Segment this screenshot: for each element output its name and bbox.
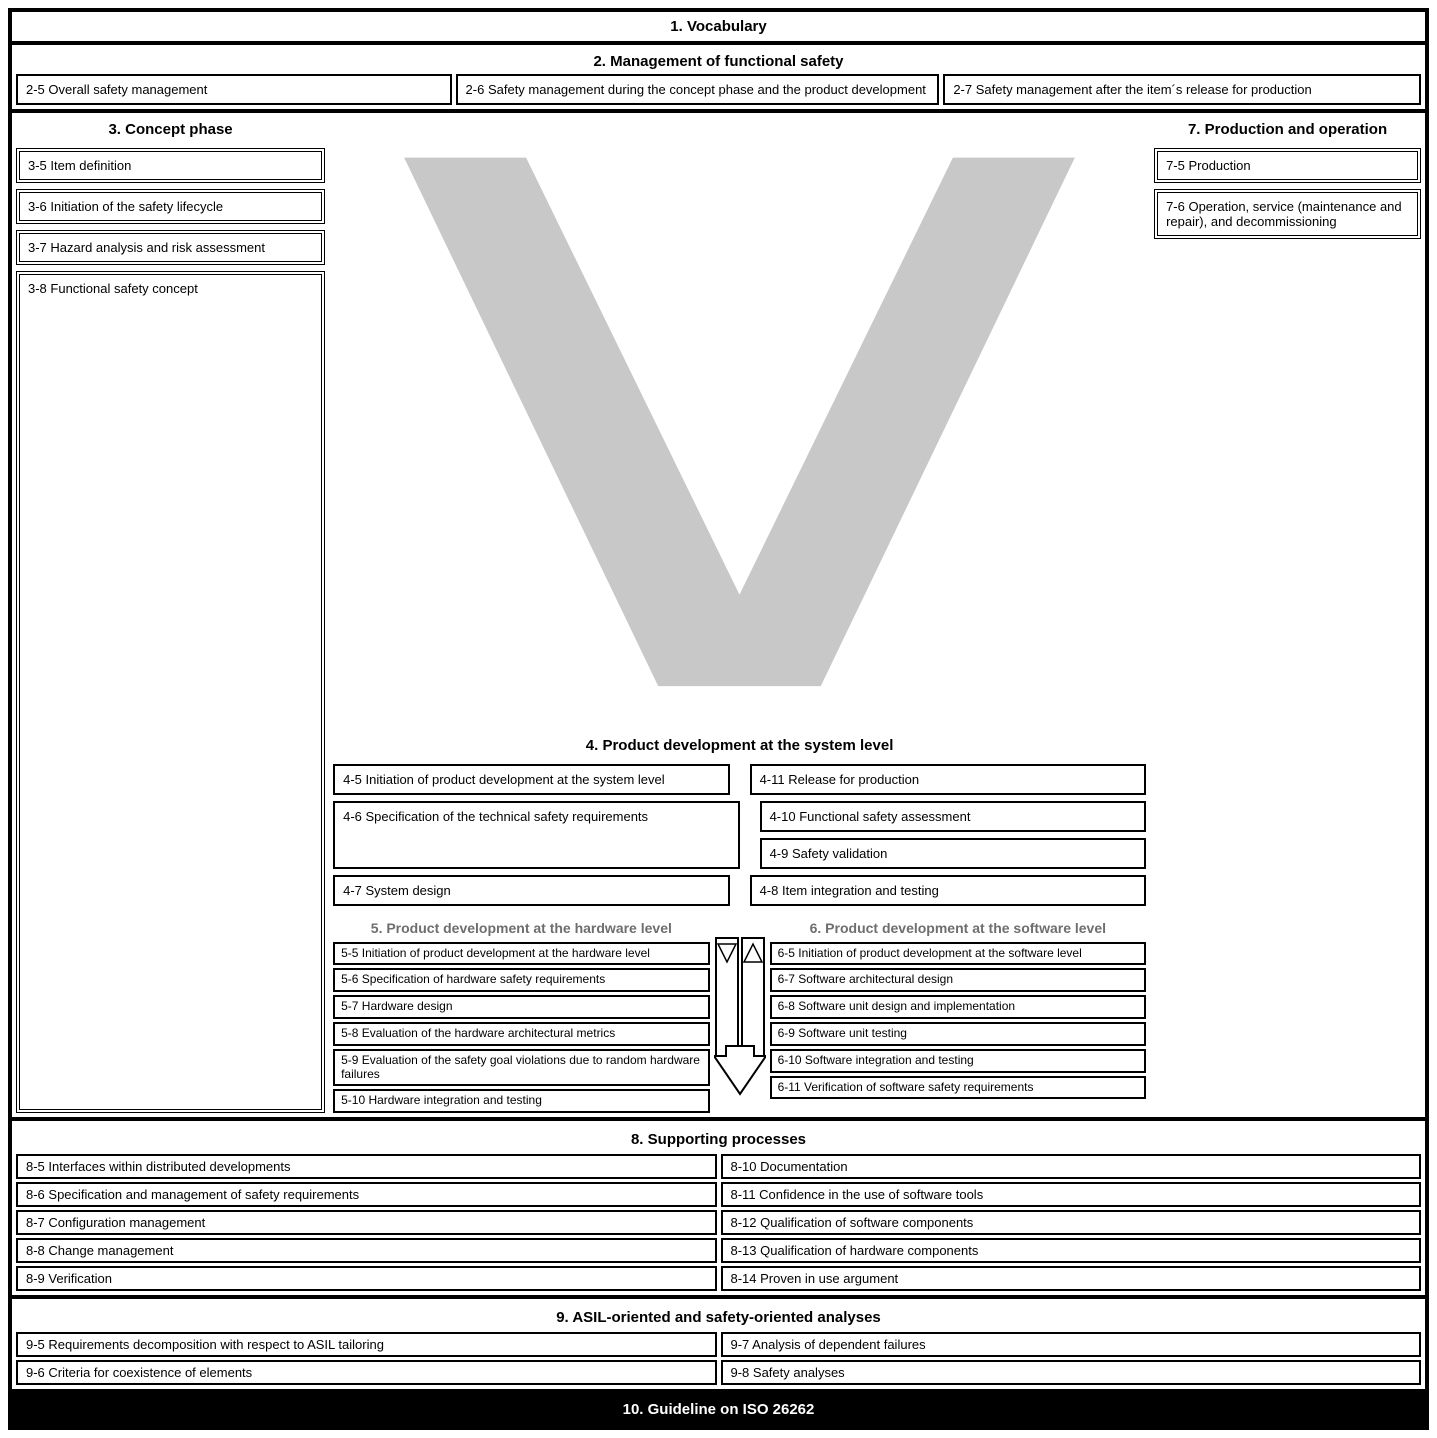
section-3: 3. Concept phase 3-5 Item definition 3-6… xyxy=(16,117,325,1113)
section-5-header: 5. Product development at the hardware l… xyxy=(333,918,709,939)
box-8-6: 8-6 Specification and management of safe… xyxy=(16,1182,717,1207)
section-9-header: 9. ASIL-oriented and safety-oriented ana… xyxy=(16,1303,1421,1332)
section-8-right: 8-10 Documentation 8-11 Confidence in th… xyxy=(721,1154,1422,1291)
box-9-5: 9-5 Requirements decomposition with resp… xyxy=(16,1332,717,1357)
box-8-11: 8-11 Confidence in the use of software t… xyxy=(721,1182,1422,1207)
box-4-8: 4-8 Item integration and testing xyxy=(750,875,1146,906)
box-8-9: 8-9 Verification xyxy=(16,1266,717,1291)
box-5-9: 5-9 Evaluation of the safety goal violat… xyxy=(333,1049,709,1087)
section-6: 6. Product development at the software l… xyxy=(770,918,1146,1113)
section-8-left: 8-5 Interfaces within distributed develo… xyxy=(16,1154,717,1291)
box-5-8: 5-8 Evaluation of the hardware architect… xyxy=(333,1022,709,1046)
section-7-header: 7. Production and operation xyxy=(1154,117,1421,142)
box-5-6: 5-6 Specification of hardware safety req… xyxy=(333,968,709,992)
hw-sw-row: 5. Product development at the hardware l… xyxy=(333,918,1146,1113)
box-6-10: 6-10 Software integration and testing xyxy=(770,1049,1146,1073)
section-1-header: 1. Vocabulary xyxy=(12,12,1425,45)
box-2-5: 2-5 Overall safety management xyxy=(16,74,452,105)
section-9: 9. ASIL-oriented and safety-oriented ana… xyxy=(12,1299,1425,1393)
box-9-8: 9-8 Safety analyses xyxy=(721,1360,1422,1385)
box-6-8: 6-8 Software unit design and implementat… xyxy=(770,995,1146,1019)
v-watermark xyxy=(333,117,1146,727)
box-6-9: 6-9 Software unit testing xyxy=(770,1022,1146,1046)
box-9-6: 9-6 Criteria for coexistence of elements xyxy=(16,1360,717,1385)
box-3-6: 3-6 Initiation of the safety lifecycle xyxy=(16,189,325,224)
section-2: 2. Management of functional safety 2-5 O… xyxy=(12,45,1425,113)
box-5-10: 5-10 Hardware integration and testing xyxy=(333,1089,709,1113)
box-8-12: 8-12 Qualification of software component… xyxy=(721,1210,1422,1235)
mid-section: 3. Concept phase 3-5 Item definition 3-6… xyxy=(12,113,1425,1121)
box-8-13: 8-13 Qualification of hardware component… xyxy=(721,1238,1422,1263)
box-3-5: 3-5 Item definition xyxy=(16,148,325,183)
box-6-11: 6-11 Verification of software safety req… xyxy=(770,1076,1146,1100)
box-8-7: 8-7 Configuration management xyxy=(16,1210,717,1235)
box-2-7: 2-7 Safety management after the item´s r… xyxy=(943,74,1421,105)
box-4-9: 4-9 Safety validation xyxy=(760,838,1146,869)
box-2-6: 2-6 Safety management during the concept… xyxy=(456,74,940,105)
section-6-header: 6. Product development at the software l… xyxy=(770,918,1146,939)
box-5-7: 5-7 Hardware design xyxy=(333,995,709,1019)
box-6-5: 6-5 Initiation of product development at… xyxy=(770,942,1146,966)
box-6-7: 6-7 Software architectural design xyxy=(770,968,1146,992)
box-4-11: 4-11 Release for production xyxy=(750,764,1146,795)
box-4-10: 4-10 Functional safety assessment xyxy=(760,801,1146,832)
box-3-7: 3-7 Hazard analysis and risk assessment xyxy=(16,230,325,265)
section-9-left: 9-5 Requirements decomposition with resp… xyxy=(16,1332,717,1385)
box-9-7: 9-7 Analysis of dependent failures xyxy=(721,1332,1422,1357)
iso26262-overview-diagram: 1. Vocabulary 2. Management of functiona… xyxy=(8,8,1429,1430)
box-5-5: 5-5 Initiation of product development at… xyxy=(333,942,709,966)
section-8: 8. Supporting processes 8-5 Interfaces w… xyxy=(12,1121,1425,1299)
section-7: 7. Production and operation 7-5 Producti… xyxy=(1154,117,1421,1113)
box-4-7: 4-7 System design xyxy=(333,875,729,906)
section-4-5-6: 4. Product development at the system lev… xyxy=(333,117,1146,1113)
section-3-header: 3. Concept phase xyxy=(16,117,325,142)
section-4-header: 4. Product development at the system lev… xyxy=(333,733,1146,758)
box-8-10: 8-10 Documentation xyxy=(721,1154,1422,1179)
box-4-6: 4-6 Specification of the technical safet… xyxy=(333,801,739,869)
box-8-14: 8-14 Proven in use argument xyxy=(721,1266,1422,1291)
bidirectional-arrow-icon xyxy=(714,936,766,1096)
section-5: 5. Product development at the hardware l… xyxy=(333,918,709,1113)
section-10-header: 10. Guideline on ISO 26262 xyxy=(12,1393,1425,1426)
box-4-5: 4-5 Initiation of product development at… xyxy=(333,764,729,795)
box-7-6: 7-6 Operation, service (maintenance and … xyxy=(1154,189,1421,239)
section-9-right: 9-7 Analysis of dependent failures 9-8 S… xyxy=(721,1332,1422,1385)
section-2-header: 2. Management of functional safety xyxy=(16,49,1421,74)
box-3-8: 3-8 Functional safety concept xyxy=(16,271,325,1113)
box-7-5: 7-5 Production xyxy=(1154,148,1421,183)
box-8-8: 8-8 Change management xyxy=(16,1238,717,1263)
box-8-5: 8-5 Interfaces within distributed develo… xyxy=(16,1154,717,1179)
section-8-header: 8. Supporting processes xyxy=(16,1125,1421,1154)
